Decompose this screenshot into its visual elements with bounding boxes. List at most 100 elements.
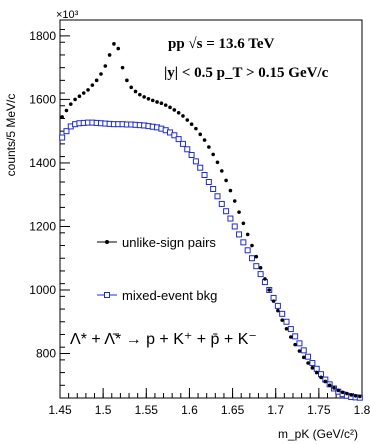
point-unlike-sign — [319, 375, 323, 380]
point-mixed-event — [179, 140, 186, 147]
point-unlike-sign — [107, 53, 112, 57]
point-unlike-sign — [310, 366, 315, 370]
point-unlike-sign — [142, 95, 146, 99]
point-unlike-sign — [241, 221, 246, 226]
point-unlike-sign — [211, 152, 215, 157]
legend-entry-mixed-event: mixed-event bkg — [97, 288, 217, 303]
x-axis-label: m_pK (GeV/c²) — [278, 427, 358, 441]
point-unlike-sign — [133, 89, 138, 94]
y-tick-label: 1400 — [29, 156, 56, 170]
point-mixed-event — [192, 158, 199, 165]
x-tick-label: 1.65 — [221, 403, 245, 417]
point-unlike-sign — [327, 383, 332, 388]
point-unlike-sign — [280, 318, 284, 322]
plot-frame — [59, 19, 363, 399]
point-unlike-sign — [77, 94, 82, 99]
point-mixed-event — [171, 132, 178, 139]
point-mixed-event — [309, 360, 316, 367]
point-unlike-sign — [276, 308, 280, 313]
point-unlike-sign — [297, 349, 302, 353]
point-unlike-sign — [99, 72, 103, 76]
point-mixed-event — [205, 179, 212, 185]
point-unlike-sign — [120, 65, 125, 70]
axis-ticks — [59, 29, 363, 398]
y-tick-label: 1800 — [29, 29, 56, 43]
annotation-cuts: |y| < 0.5 p_T > 0.15 GeV/c — [164, 65, 329, 81]
point-mixed-event — [296, 340, 303, 347]
point-mixed-event — [300, 347, 307, 354]
y-multiplier: ×10³ — [56, 9, 79, 21]
point-mixed-event — [188, 152, 195, 158]
point-unlike-sign — [237, 210, 241, 214]
legend-marker-mixed-event — [104, 292, 110, 298]
point-unlike-sign — [94, 78, 99, 83]
point-unlike-sign — [301, 355, 306, 360]
point-unlike-sign — [185, 118, 190, 122]
point-unlike-sign — [349, 393, 354, 397]
point-unlike-sign — [60, 115, 64, 119]
point-unlike-sign — [163, 103, 168, 107]
point-unlike-sign — [125, 78, 129, 83]
point-mixed-event — [59, 134, 66, 141]
point-unlike-sign — [323, 379, 328, 384]
point-unlike-sign — [250, 243, 254, 248]
x-tick-label: 1.7 — [267, 403, 284, 417]
point-mixed-event — [197, 164, 204, 171]
legend-marker-unlike-sign — [105, 240, 109, 244]
point-unlike-sign — [73, 97, 77, 102]
point-unlike-sign — [263, 277, 267, 281]
point-mixed-event — [287, 326, 294, 333]
point-unlike-sign — [159, 101, 164, 106]
point-unlike-sign — [112, 42, 116, 46]
point-mixed-event — [248, 255, 255, 262]
point-mixed-event — [292, 333, 299, 340]
legend-entry-unlike-sign: unlike-sign pairs — [97, 235, 216, 250]
annotation-energy: pp √s = 13.6 TeV — [168, 36, 275, 52]
point-mixed-event — [253, 263, 260, 270]
point-unlike-sign — [189, 122, 194, 126]
point-unlike-sign — [202, 138, 207, 142]
point-mixed-event — [240, 239, 247, 246]
point-unlike-sign — [345, 391, 349, 396]
x-tick-label: 1.55 — [135, 403, 159, 417]
point-unlike-sign — [232, 199, 237, 203]
point-mixed-event — [274, 302, 281, 309]
point-mixed-event — [279, 310, 286, 317]
point-mixed-event — [305, 353, 312, 360]
point-unlike-sign — [176, 110, 181, 115]
data-points — [59, 42, 363, 401]
x-tick-labels: 1.45 1.5 1.55 1.6 1.65 1.7 1.75 1.8 — [48, 403, 370, 417]
y-axis-label: counts/5 MeV/c — [4, 94, 18, 177]
point-mixed-event — [257, 271, 264, 278]
point-unlike-sign — [86, 88, 90, 92]
point-unlike-sign — [215, 160, 220, 165]
point-mixed-event — [184, 146, 191, 153]
point-unlike-sign — [245, 232, 250, 237]
point-unlike-sign — [224, 178, 228, 183]
point-unlike-sign — [172, 108, 177, 112]
point-unlike-sign — [314, 370, 319, 375]
point-mixed-event — [63, 128, 70, 135]
x-tick-label: 1.45 — [48, 403, 72, 417]
point-mixed-event — [236, 231, 243, 238]
y-tick-label: 1000 — [29, 283, 56, 297]
point-unlike-sign — [181, 114, 185, 118]
point-unlike-sign — [267, 288, 272, 292]
point-unlike-sign — [150, 98, 155, 103]
x-tick-label: 1.5 — [95, 403, 112, 417]
point-unlike-sign — [155, 100, 159, 104]
point-unlike-sign — [336, 388, 341, 393]
point-unlike-sign — [228, 188, 233, 193]
point-unlike-sign — [81, 91, 86, 95]
point-unlike-sign — [138, 92, 142, 97]
point-unlike-sign — [219, 169, 224, 173]
point-unlike-sign — [332, 386, 336, 390]
point-unlike-sign — [116, 46, 121, 51]
point-unlike-sign — [68, 102, 73, 106]
y-tick-label: 800 — [36, 347, 56, 361]
point-unlike-sign — [168, 105, 172, 110]
point-unlike-sign — [129, 85, 133, 90]
point-unlike-sign — [258, 265, 263, 270]
x-tick-label: 1.75 — [307, 403, 331, 417]
